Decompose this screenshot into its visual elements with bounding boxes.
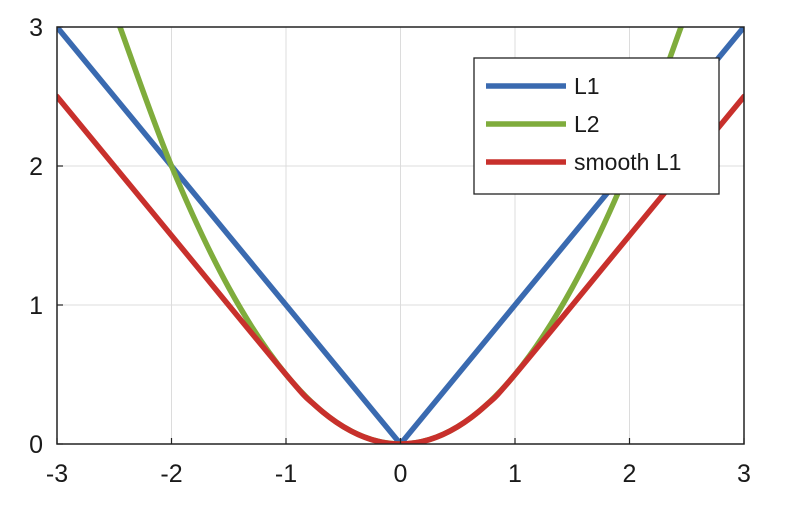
- x-tick-label: -3: [46, 460, 68, 488]
- y-tick-label: 3: [29, 14, 43, 42]
- y-tick-label: 2: [29, 153, 43, 181]
- x-tick-label: 2: [623, 460, 637, 488]
- legend-label-l2: L2: [574, 111, 600, 137]
- x-tick-label: -1: [275, 460, 297, 488]
- legend-label-smooth-l1: smooth L1: [574, 149, 681, 175]
- series-line-l2: [117, 27, 684, 444]
- legend-label-l1: L1: [574, 73, 600, 99]
- y-tick-label: 1: [29, 292, 43, 320]
- x-tick-label: 1: [508, 460, 522, 488]
- x-tick-label: 3: [737, 460, 751, 488]
- legend: L1 L2 smooth L1: [473, 57, 720, 195]
- x-tick-label: -2: [160, 460, 182, 488]
- legend-box: [473, 57, 720, 195]
- y-tick-label: 0: [29, 431, 43, 459]
- ticks: -3 -2 -1 0 1 2 3 0 1 2 3: [29, 14, 751, 488]
- x-tick-label: 0: [394, 460, 408, 488]
- series-line-smooth-l1: [57, 93, 744, 444]
